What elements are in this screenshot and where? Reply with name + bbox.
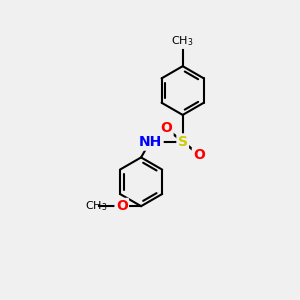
Text: O: O: [116, 199, 128, 213]
Text: O: O: [193, 148, 205, 162]
Text: S: S: [178, 135, 188, 149]
Text: NH: NH: [138, 135, 162, 149]
Text: CH$_3$: CH$_3$: [172, 34, 194, 48]
Text: O: O: [160, 121, 172, 135]
Text: CH$_3$: CH$_3$: [85, 199, 108, 213]
